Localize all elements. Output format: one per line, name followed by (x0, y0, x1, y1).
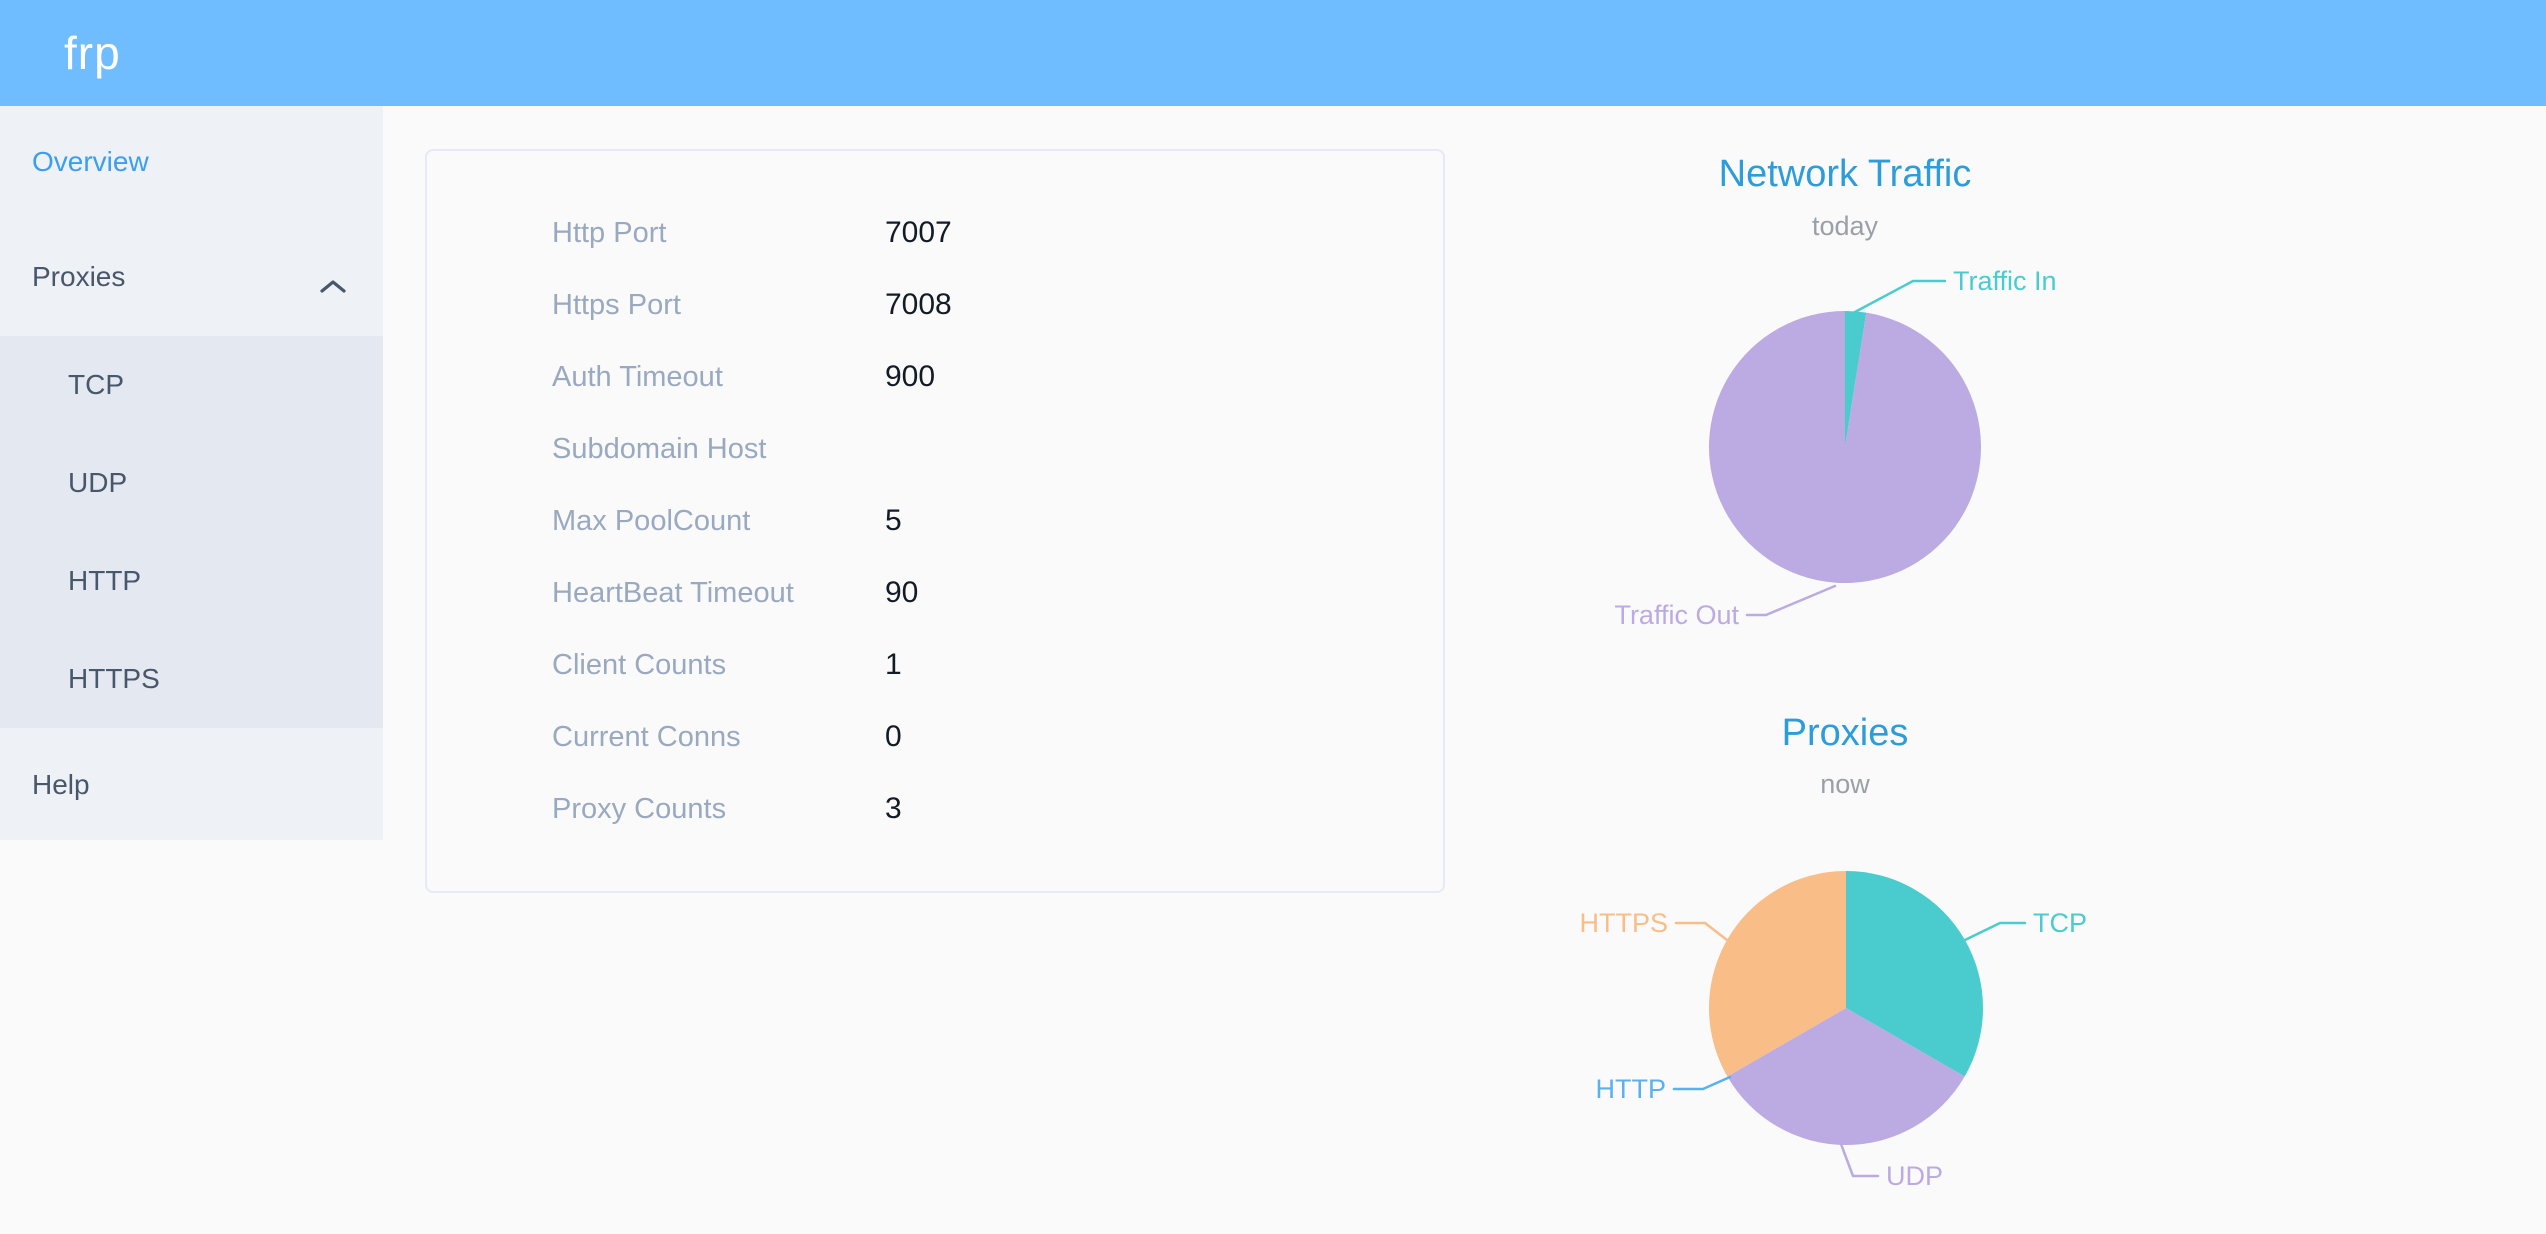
sidebar-item-label: Proxies (32, 261, 126, 292)
proxies-submenu: TCP UDP HTTP HTTPS (0, 336, 383, 728)
traffic-out-label-line (1745, 584, 1837, 617)
app-header: frp (0, 0, 2546, 106)
sidebar-item-proxies[interactable]: Proxies (0, 218, 383, 336)
info-row-http-port: Http Port 7007 (427, 197, 1443, 269)
info-value: 90 (885, 576, 919, 609)
sidebar-item-label: TCP (68, 369, 124, 400)
sidebar-item-udp[interactable]: UDP (0, 434, 383, 532)
network-traffic-pie[interactable]: Traffic In Traffic Out (1560, 255, 2120, 665)
sidebar-item-label: HTTPS (68, 663, 160, 694)
info-value: 7007 (885, 216, 952, 249)
http-label-line (1672, 1075, 1732, 1091)
info-label: Proxy Counts (552, 792, 727, 825)
pie-slices[interactable] (1708, 871, 1984, 1145)
sidebar-item-label: Help (32, 769, 90, 800)
proxies-pie[interactable]: TCP UDP HTTP HTTPS (1555, 858, 2135, 1213)
info-label: Max PoolCount (552, 504, 751, 537)
pie-slices[interactable] (1709, 311, 1982, 583)
info-row-current-conns: Current Conns 0 (427, 701, 1443, 773)
proxies-subtitle: now (1820, 769, 1870, 799)
sidebar-item-https[interactable]: HTTPS (0, 630, 383, 728)
sidebar-item-http[interactable]: HTTP (0, 532, 383, 630)
https-label: HTTPS (1579, 908, 1668, 938)
traffic-in-label: Traffic In (1953, 266, 2057, 296)
sidebar-item-tcp[interactable]: TCP (0, 336, 383, 434)
chevron-up-icon (319, 269, 347, 301)
traffic-in-label-line (1853, 279, 1947, 314)
sidebar-item-help[interactable]: Help (0, 728, 383, 842)
sidebar-item-label: Overview (32, 146, 149, 177)
info-value: 0 (885, 720, 902, 753)
info-value: 1 (885, 648, 902, 681)
proxies-title: Proxies (1781, 712, 1909, 754)
info-row-auth-timeout: Auth Timeout 900 (427, 341, 1443, 413)
info-row-https-port: Https Port 7008 (427, 269, 1443, 341)
https-label-line (1674, 921, 1729, 942)
info-value: 5 (885, 504, 902, 537)
info-value: 900 (885, 360, 936, 393)
info-row-client-counts: Client Counts 1 (427, 629, 1443, 701)
info-label: Subdomain Host (552, 432, 767, 465)
traffic-out-label: Traffic Out (1614, 600, 1739, 630)
info-label: Auth Timeout (552, 360, 723, 393)
sidebar-item-label: HTTP (68, 565, 142, 596)
sidebar-item-overview[interactable]: Overview (0, 106, 383, 218)
info-label: Current Conns (552, 720, 741, 753)
app-logo: frp (64, 27, 121, 79)
info-value: 3 (885, 792, 902, 825)
udp-label-line (1839, 1142, 1880, 1178)
info-label: Http Port (552, 216, 667, 249)
tcp-label: TCP (2033, 908, 2087, 938)
sidebar: Overview Proxies TCP UDP HTTP HTTPS (0, 106, 383, 840)
sidebar-item-label: UDP (68, 467, 128, 498)
server-info-card: Http Port 7007 Https Port 7008 Auth Time… (425, 149, 1445, 893)
http-label: HTTP (1596, 1074, 1667, 1104)
info-row-heartbeat-timeout: HeartBeat Timeout 90 (427, 557, 1443, 629)
info-label: Https Port (552, 288, 681, 321)
udp-label: UDP (1886, 1161, 1943, 1191)
network-traffic-subtitle: today (1811, 211, 1879, 241)
info-label: Client Counts (552, 648, 727, 681)
network-traffic-title: Network Traffic (1718, 153, 1972, 195)
tcp-label-line (1963, 921, 2027, 942)
info-row-subdomain-host: Subdomain Host (427, 413, 1443, 485)
info-row-proxy-counts: Proxy Counts 3 (427, 773, 1443, 845)
info-label: HeartBeat Timeout (552, 576, 794, 609)
info-row-max-poolcount: Max PoolCount 5 (427, 485, 1443, 557)
info-value: 7008 (885, 288, 952, 321)
